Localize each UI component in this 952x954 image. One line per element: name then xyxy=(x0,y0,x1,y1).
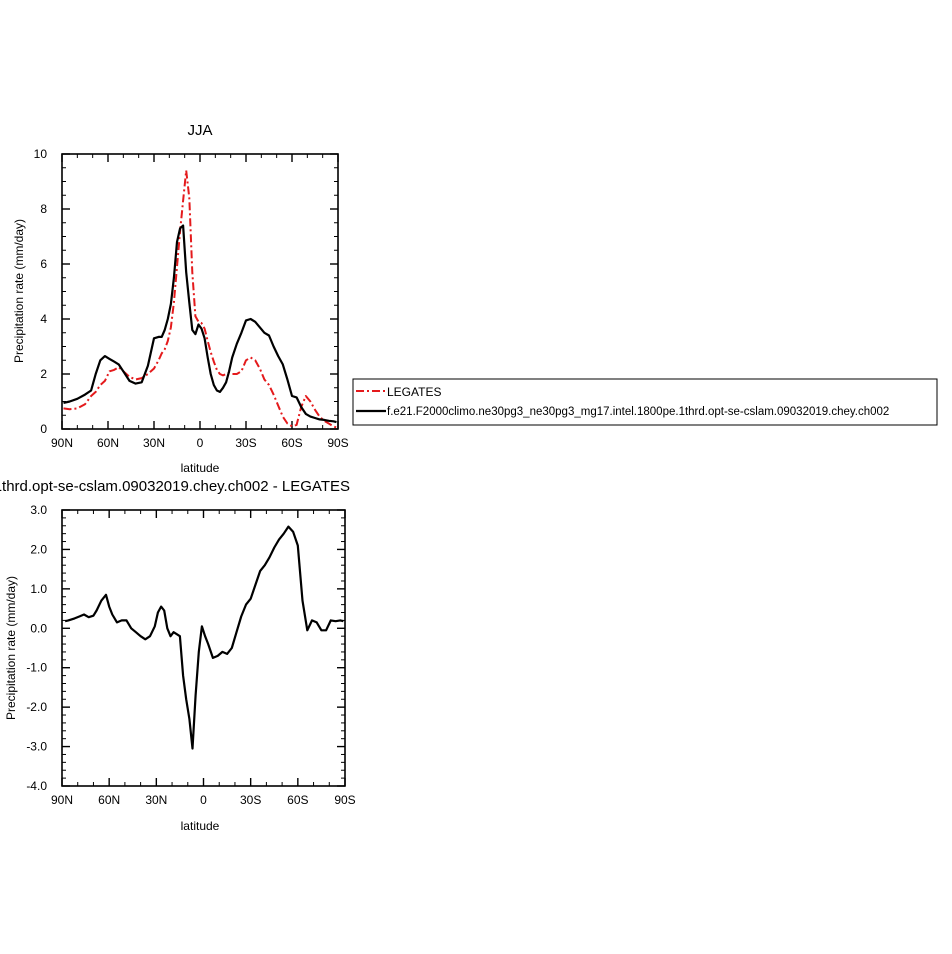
panel-top: JJA Precipitation rate (mm/day) latitude… xyxy=(12,122,349,475)
x-tick-label: 30N xyxy=(143,436,165,450)
x-tick-label: 90S xyxy=(334,793,355,807)
y-tick-label: 0.0 xyxy=(30,621,47,635)
series-line-model xyxy=(63,224,337,424)
chart-title: f.e21.F2000climo.ne30pg3_ne30pg3_mg17.in… xyxy=(0,478,350,495)
y-axis-label: Precipitation rate (mm/day) xyxy=(4,576,18,720)
x-axis-label: latitude xyxy=(181,819,220,833)
series-lines xyxy=(64,525,344,750)
y-tick-label: 10 xyxy=(34,147,48,161)
y-tick-label: -1.0 xyxy=(26,661,47,675)
legend-entry-legates: LEGATES xyxy=(387,385,441,399)
plot-frame xyxy=(61,153,339,430)
legend-entry-model: f.e21.F2000climo.ne30pg3_ne30pg3_mg17.in… xyxy=(387,406,889,418)
y-tick-label: -2.0 xyxy=(26,700,47,714)
series-lines xyxy=(63,169,337,429)
legend-box xyxy=(352,378,938,426)
tick-labels: 90N 60N 30N 0 30S 60S 90S -4.0 -3.0 -2.0 -1.0 0.0 1.… xyxy=(26,503,355,807)
y-tick-label: 6 xyxy=(40,257,47,271)
x-tick-label: 0 xyxy=(197,436,204,450)
x-tick-label: 60N xyxy=(98,793,120,807)
x-tick-label: 60S xyxy=(287,793,308,807)
x-tick-label: 60N xyxy=(97,436,119,450)
x-tick-label: 90N xyxy=(51,793,73,807)
chart-title: JJA xyxy=(187,122,212,139)
x-tick-label: 0 xyxy=(200,793,207,807)
x-axis-label: latitude xyxy=(181,461,220,475)
y-tick-label: 2.0 xyxy=(30,542,47,556)
x-tick-label: 90N xyxy=(51,436,73,450)
y-tick-label: -4.0 xyxy=(26,779,47,793)
y-tick-label: 0 xyxy=(40,422,47,436)
legend: LEGATES f.e21.F2000climo.ne30pg3_ne30pg3… xyxy=(352,378,938,426)
axis-ticks xyxy=(61,153,339,430)
x-tick-label: 30S xyxy=(235,436,256,450)
difference-line xyxy=(64,525,344,750)
x-tick-label: 30N xyxy=(145,793,167,807)
y-axis-label: Precipitation rate (mm/day) xyxy=(12,219,26,363)
y-tick-label: -3.0 xyxy=(26,740,47,754)
y-tick-label: 8 xyxy=(40,202,47,216)
panel-bottom: f.e21.F2000climo.ne30pg3_ne30pg3_mg17.in… xyxy=(0,478,356,833)
series-line-legates xyxy=(63,169,337,429)
tick-labels: 90N 60N 30N 0 30S 60S 90S 0 2 4 6 8 10 xyxy=(34,147,349,450)
x-tick-label: 60S xyxy=(281,436,302,450)
y-tick-label: 2 xyxy=(40,367,47,381)
axis-ticks xyxy=(61,509,346,787)
y-tick-label: 3.0 xyxy=(30,503,47,517)
x-tick-label: 90S xyxy=(327,436,348,450)
plot-frame xyxy=(61,509,346,787)
y-tick-label: 1.0 xyxy=(30,582,47,596)
x-tick-label: 30S xyxy=(240,793,261,807)
y-tick-label: 4 xyxy=(40,312,47,326)
